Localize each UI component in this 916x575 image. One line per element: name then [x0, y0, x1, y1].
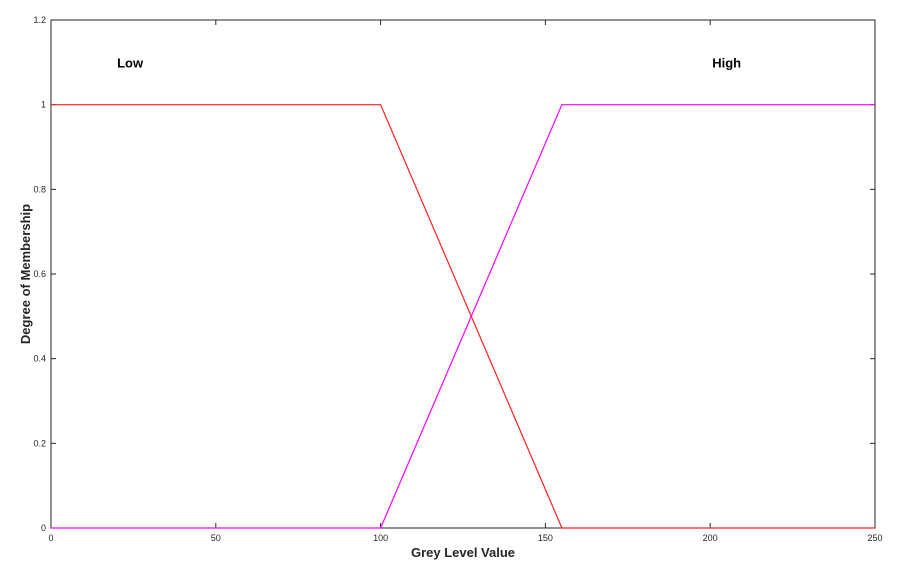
series-line-high [51, 104, 875, 529]
y-tick-label: 0.2 [33, 438, 46, 448]
y-tick-label: 0 [41, 523, 46, 533]
x-tick-label: 200 [703, 533, 718, 543]
y-tick-label: 1.2 [33, 15, 46, 25]
y-tick-label: 0.6 [33, 269, 46, 279]
x-axis: 0 50 100 150 200 250 [48, 20, 883, 543]
y-tick-label: 1 [41, 100, 46, 110]
y-tick-label: 0.8 [33, 184, 46, 194]
y-tick-label: 0.4 [33, 354, 46, 364]
series-layer [51, 104, 875, 529]
x-tick-label: 50 [211, 533, 221, 543]
x-tick-label: 0 [48, 533, 53, 543]
annotation-low: Low [117, 55, 144, 70]
x-tick-label: 150 [538, 533, 553, 543]
x-tick-label: 250 [867, 533, 882, 543]
annotation-high: High [712, 55, 741, 70]
x-axis-title: Grey Level Value [411, 545, 515, 560]
x-tick-label: 100 [373, 533, 388, 543]
plot-area [50, 19, 876, 529]
annotation-layer: Low High [117, 55, 741, 70]
y-axis-title: Degree of Membership [18, 204, 33, 344]
